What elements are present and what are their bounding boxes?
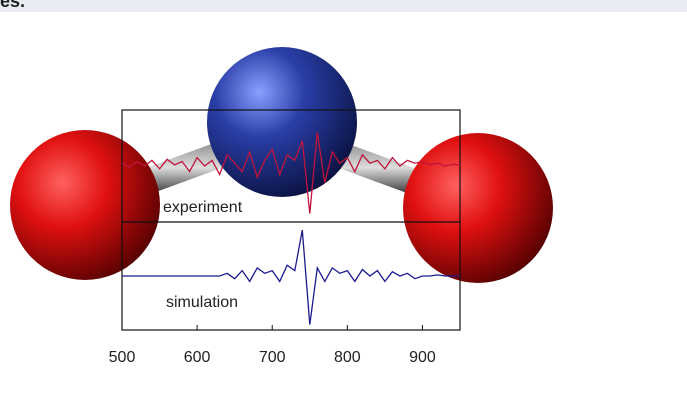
panel-label: experiment — [163, 199, 243, 216]
x-tick-label: 600 — [184, 349, 211, 366]
x-tick-label: 500 — [109, 349, 136, 366]
molecule — [10, 47, 553, 283]
x-tick-label: 900 — [409, 349, 436, 366]
top-bar — [0, 0, 687, 12]
x-tick-label: 800 — [334, 349, 361, 366]
panel-label: simulation — [166, 294, 238, 311]
oxygen-atom — [10, 130, 160, 280]
oxygen-atom — [403, 133, 553, 283]
nitrogen-atom — [207, 47, 357, 197]
header-title: es. — [0, 0, 25, 11]
x-tick-label: 700 — [259, 349, 286, 366]
figure: es. experiment simulation 500 600 700 800 90… — [0, 0, 687, 400]
